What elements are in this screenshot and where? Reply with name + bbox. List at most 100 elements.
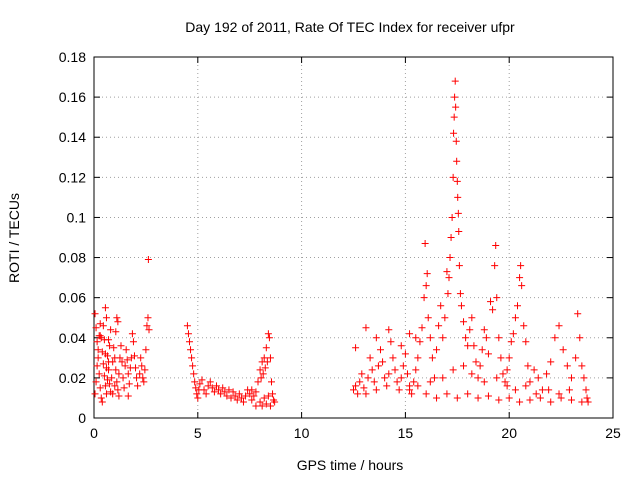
- data-point: [447, 234, 455, 241]
- data-point: [372, 386, 380, 394]
- data-point: [368, 366, 376, 374]
- data-point: [426, 378, 434, 386]
- data-point: [252, 388, 260, 396]
- data-point: [387, 338, 395, 346]
- data-point: [124, 392, 132, 400]
- data-point: [242, 392, 250, 400]
- data-point: [381, 374, 389, 382]
- data-point: [452, 103, 460, 111]
- data-point: [422, 282, 430, 290]
- data-point: [454, 193, 462, 201]
- data-point: [223, 392, 231, 400]
- data-point: [578, 398, 586, 406]
- chart-title: Day 192 of 2011, Rate Of TEC Index for r…: [185, 19, 515, 35]
- data-point: [449, 366, 457, 374]
- data-point: [99, 322, 107, 330]
- data-point: [401, 350, 409, 358]
- data-point: [109, 358, 117, 366]
- data-point: [501, 378, 509, 386]
- data-point: [482, 334, 490, 342]
- data-point: [200, 386, 208, 394]
- data-point: [476, 362, 484, 370]
- y-tick-label: 0.14: [59, 129, 86, 145]
- data-point: [225, 386, 233, 394]
- data-point: [470, 342, 478, 350]
- data-point: [385, 326, 393, 334]
- data-point: [239, 398, 247, 406]
- data-point: [424, 314, 432, 322]
- data-point: [263, 358, 271, 366]
- data-point: [448, 213, 456, 221]
- data-point: [454, 209, 462, 217]
- y-tick-label: 0.18: [59, 49, 86, 65]
- data-point: [439, 334, 447, 342]
- data-point: [144, 314, 152, 322]
- data-point: [123, 356, 131, 364]
- data-point: [362, 324, 370, 332]
- x-tick-label: 10: [294, 425, 310, 441]
- data-point: [489, 306, 497, 314]
- data-point: [555, 322, 563, 330]
- data-point: [121, 362, 129, 370]
- data-point: [134, 382, 142, 390]
- data-point: [472, 358, 480, 366]
- data-point: [468, 314, 476, 322]
- data-point: [474, 374, 482, 382]
- data-point: [414, 382, 422, 390]
- data-point: [191, 378, 199, 386]
- data-point: [526, 396, 534, 404]
- data-point: [96, 384, 104, 392]
- data-point: [256, 398, 264, 406]
- data-point: [495, 396, 503, 404]
- data-point: [397, 374, 405, 382]
- data-point: [356, 378, 364, 386]
- data-point: [464, 390, 472, 398]
- data-point: [206, 378, 214, 386]
- data-point: [132, 364, 140, 372]
- data-point: [101, 382, 109, 390]
- data-point: [262, 400, 270, 408]
- data-point: [258, 402, 266, 410]
- data-point: [418, 324, 426, 332]
- data-point: [113, 314, 121, 322]
- data-point: [578, 362, 586, 370]
- data-point: [403, 370, 411, 378]
- data-point: [187, 346, 195, 354]
- data-point: [112, 328, 120, 336]
- data-point: [107, 326, 115, 334]
- data-point: [567, 396, 575, 404]
- data-point: [408, 390, 416, 398]
- data-point: [453, 394, 461, 402]
- data-point: [416, 338, 424, 346]
- data-point: [505, 354, 513, 362]
- data-point: [456, 290, 464, 298]
- data-point: [212, 382, 220, 390]
- data-point: [412, 334, 420, 342]
- data-point: [389, 354, 397, 362]
- data-point: [235, 390, 243, 398]
- data-point: [114, 318, 122, 326]
- data-point: [202, 390, 210, 398]
- data-point: [443, 390, 451, 398]
- data-point: [383, 382, 391, 390]
- data-point: [455, 227, 463, 235]
- data-point: [412, 366, 420, 374]
- data-point: [215, 386, 223, 394]
- y-tick-label: 0.12: [59, 169, 86, 185]
- data-point: [129, 338, 137, 346]
- data-point: [426, 334, 434, 342]
- data-point: [124, 370, 132, 378]
- data-point: [428, 354, 436, 362]
- data-point: [237, 394, 245, 402]
- data-point: [122, 346, 130, 354]
- data-point: [526, 378, 534, 386]
- data-point: [138, 362, 146, 370]
- x-tick-label: 15: [398, 425, 414, 441]
- data-point: [495, 334, 503, 342]
- data-point: [139, 374, 147, 382]
- data-point: [484, 392, 492, 400]
- data-point: [452, 137, 460, 145]
- data-point: [462, 334, 470, 342]
- y-tick-label: 0.06: [59, 290, 86, 306]
- data-point: [204, 382, 212, 390]
